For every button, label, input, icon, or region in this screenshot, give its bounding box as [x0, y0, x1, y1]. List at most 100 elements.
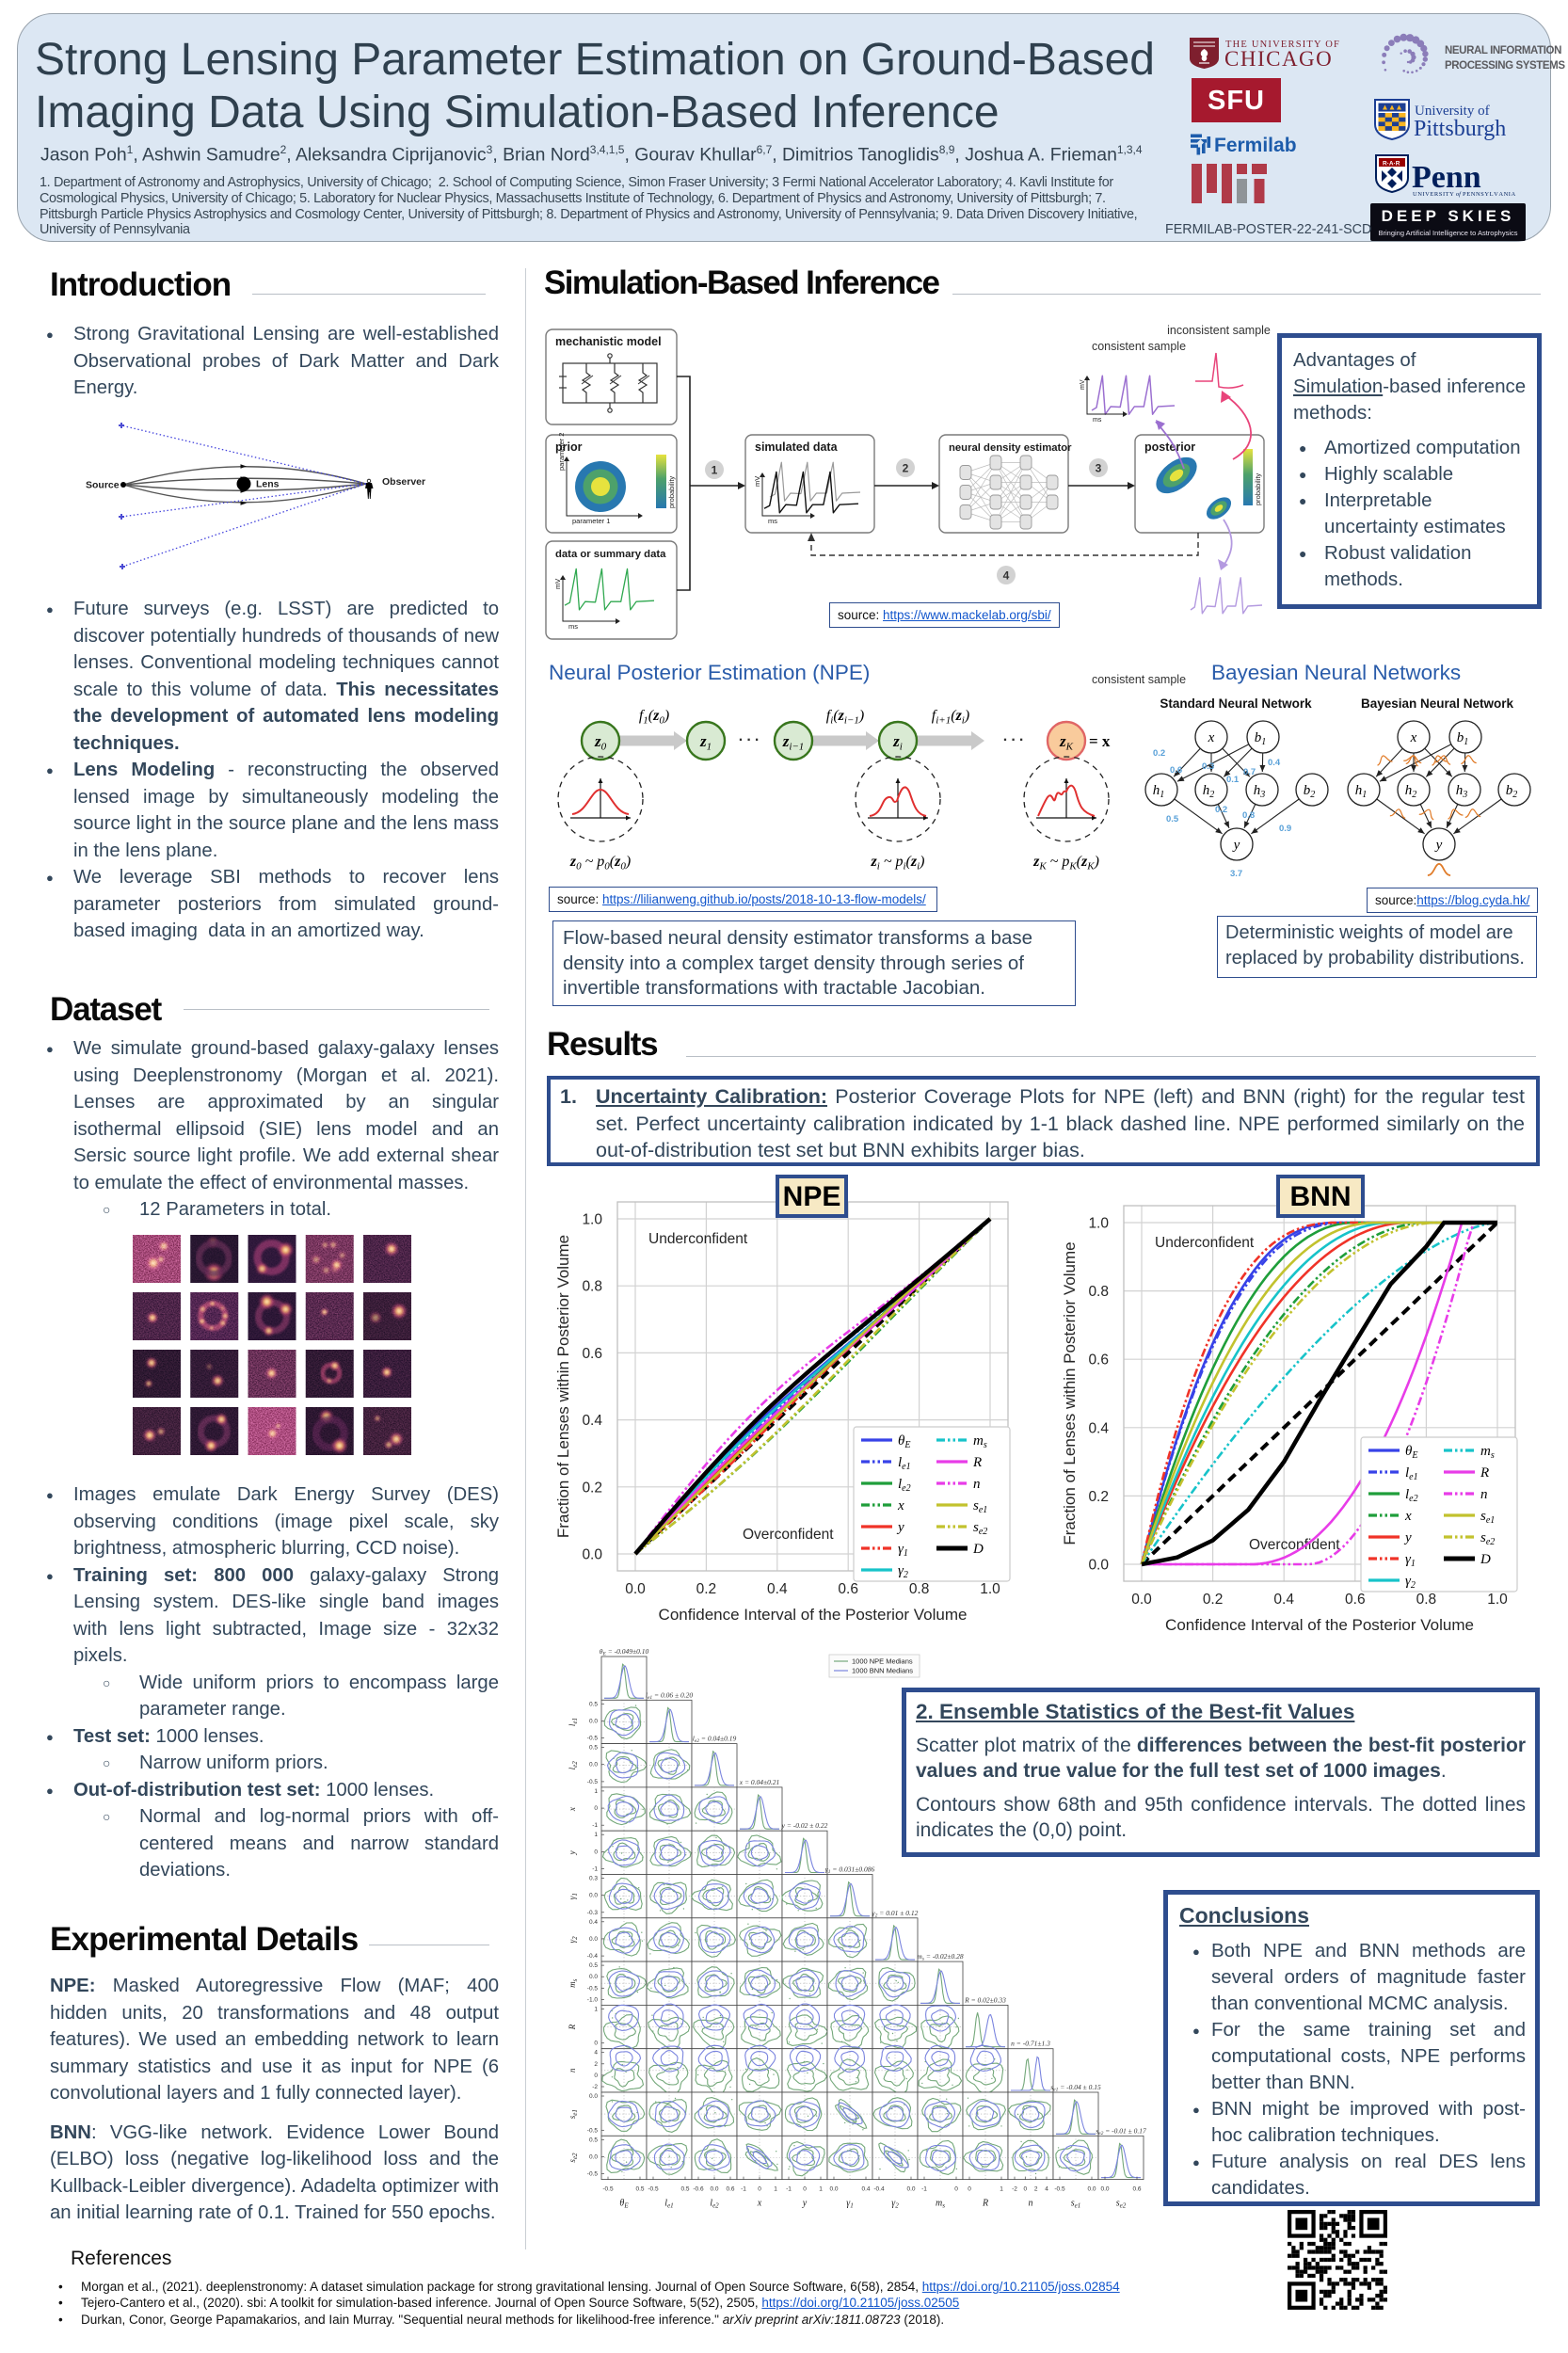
svg-text:le2: le2 [710, 2199, 719, 2210]
svg-text:CHICAGO: CHICAGO [1224, 47, 1333, 70]
svg-text:n: n [568, 2068, 577, 2073]
svg-text:f1​(z0​): f1​(z0​) [639, 708, 669, 727]
svg-text:mechanistic model: mechanistic model [555, 335, 662, 348]
svg-text:y: y [802, 2199, 808, 2209]
svg-text:n: n [1480, 1487, 1488, 1502]
svg-text:1.0: 1.0 [582, 1212, 602, 1228]
svg-text:0.0: 0.0 [1087, 2186, 1096, 2193]
svg-text:-0.4: -0.4 [587, 1953, 599, 1960]
svg-text:x = 0.04±0.21: x = 0.04±0.21 [739, 1778, 780, 1786]
svg-text:Underconfident: Underconfident [1155, 1235, 1255, 1251]
svg-text:zK​: zK​ [1059, 732, 1074, 753]
svg-text:x: x [1410, 730, 1417, 745]
svg-text:zK​ ~ pK​(zK​): zK​ ~ pK​(zK​) [1032, 854, 1099, 872]
svg-text:-0.5: -0.5 [602, 2186, 614, 2193]
svg-text:inconsistent sample: inconsistent sample [1167, 324, 1271, 337]
svg-text:neural density estimator: neural density estimator [949, 442, 1072, 454]
svg-text:PROCESSING SYSTEMS: PROCESSING SYSTEMS [1445, 60, 1565, 72]
svg-text:se2 = -0.01 ± 0.17: se2 = -0.01 ± 0.17 [1096, 2126, 1146, 2137]
svg-text:Confidence Interval of the Pos: Confidence Interval of the Posterior Vol… [659, 1606, 968, 1624]
svg-text:0.2: 0.2 [696, 1581, 717, 1597]
svg-text:2: 2 [903, 462, 909, 475]
svg-text:0.2: 0.2 [1153, 748, 1165, 759]
svg-text:ms: ms [768, 517, 777, 525]
svg-text:n: n [1029, 2199, 1033, 2209]
svg-text:γ1: γ1 [568, 1893, 579, 1899]
svg-text:-0.4: -0.4 [873, 2186, 885, 2193]
svg-text:0.0: 0.0 [906, 2186, 915, 2193]
svg-text:1: 1 [774, 2186, 777, 2193]
svg-text:-0.5: -0.5 [587, 2171, 599, 2178]
svg-text:R: R [568, 2024, 577, 2030]
svg-text:0.5: 0.5 [589, 1745, 598, 1752]
svg-text:3: 3 [1096, 462, 1102, 475]
svg-text:0.4: 0.4 [1268, 758, 1281, 768]
svg-text:le2 = 0.04±0.19: le2 = 0.04±0.19 [693, 1735, 737, 1745]
svg-text:4: 4 [594, 2050, 598, 2057]
svg-text:-0.6: -0.6 [693, 2186, 704, 2193]
svg-text:γ2: γ2 [898, 1563, 908, 1580]
svg-text:mV: mV [553, 579, 562, 589]
svg-text:0.5: 0.5 [680, 2186, 689, 2193]
svg-text:ms: ms [568, 1978, 579, 1988]
svg-text:0.6: 0.6 [1170, 765, 1182, 776]
svg-text:0.4: 0.4 [1273, 1592, 1294, 1608]
svg-text:0: 0 [803, 2186, 807, 2193]
svg-text:1: 1 [819, 2186, 823, 2193]
svg-text:ms: ms [568, 622, 578, 631]
svg-text:ms = -0.02±0.28: ms = -0.02±0.28 [917, 1952, 963, 1962]
svg-text:x: x [1404, 1509, 1412, 1524]
svg-text:probability: probability [1254, 473, 1262, 505]
svg-text:-0.5: -0.5 [587, 1736, 599, 1742]
svg-text:1: 1 [712, 464, 718, 477]
svg-text:Source: Source [86, 480, 120, 491]
svg-text:0.0: 0.0 [589, 2154, 598, 2161]
svg-text:0.4: 0.4 [582, 1413, 602, 1429]
svg-text:0: 0 [594, 1849, 598, 1855]
svg-text:0.6: 0.6 [838, 1581, 858, 1597]
svg-text:y: y [896, 1520, 904, 1535]
svg-text:0.5: 0.5 [589, 1701, 598, 1707]
svg-text:Lens: Lens [256, 479, 280, 490]
svg-text:2: 2 [594, 2061, 598, 2068]
svg-text:· · ·: · · · [1003, 732, 1024, 748]
svg-text:γ2: γ2 [1405, 1574, 1416, 1591]
svg-text:γ1: γ1 [898, 1542, 908, 1559]
svg-text:-0.3: -0.3 [587, 1910, 599, 1916]
svg-text:fi​(zi−1​): fi​(zi−1​) [826, 708, 864, 727]
svg-text:THE UNIVERSITY OF: THE UNIVERSITY OF [1225, 40, 1340, 50]
svg-text:4: 4 [1003, 569, 1010, 583]
svg-text:θE: θE [619, 2199, 629, 2210]
svg-text:0.5: 0.5 [589, 1962, 598, 1969]
svg-text:0.0: 0.0 [710, 2186, 718, 2193]
svg-text:-1: -1 [592, 1866, 598, 1873]
svg-text:0.8: 0.8 [1416, 1592, 1437, 1608]
svg-text:Fraction of Lenses within Post: Fraction of Lenses within Posterior Volu… [1061, 1241, 1079, 1545]
svg-text:0.8: 0.8 [909, 1581, 930, 1597]
svg-text:γ2: γ2 [568, 1936, 579, 1944]
svg-text:Bayesian Neural Network: Bayesian Neural Network [1361, 696, 1514, 711]
svg-text:Observer: Observer [382, 476, 425, 488]
svg-text:x: x [568, 1807, 577, 1812]
svg-text:-1: -1 [741, 2186, 746, 2193]
svg-text:Standard Neural Network: Standard Neural Network [1160, 696, 1312, 711]
svg-text:Penn: Penn [1412, 160, 1481, 195]
svg-text:University of: University of [1415, 104, 1490, 119]
svg-text:ms: ms [1093, 417, 1102, 424]
svg-text:0.4: 0.4 [1088, 1420, 1109, 1436]
svg-text:se1: se1 [568, 2109, 579, 2119]
svg-text:0.4: 0.4 [589, 1919, 598, 1926]
svg-text:y: y [1232, 838, 1240, 853]
svg-text:R: R [982, 2199, 988, 2209]
svg-text:parameter 1: parameter 1 [572, 517, 610, 525]
svg-text:Pittsburgh: Pittsburgh [1414, 117, 1506, 141]
svg-text:0.6: 0.6 [726, 2186, 734, 2193]
svg-text:0.6: 0.6 [582, 1346, 602, 1362]
svg-text:le1: le1 [568, 1718, 579, 1726]
svg-text:prior: prior [555, 440, 583, 454]
svg-text:0.8: 0.8 [1242, 810, 1255, 821]
svg-text:γ1 = 0.031±0.086: γ1 = 0.031±0.086 [825, 1865, 875, 1876]
svg-text:0: 0 [954, 2186, 958, 2193]
svg-text:mV: mV [753, 476, 761, 487]
svg-text:NEURAL INFORMATION: NEURAL INFORMATION [1445, 45, 1561, 56]
